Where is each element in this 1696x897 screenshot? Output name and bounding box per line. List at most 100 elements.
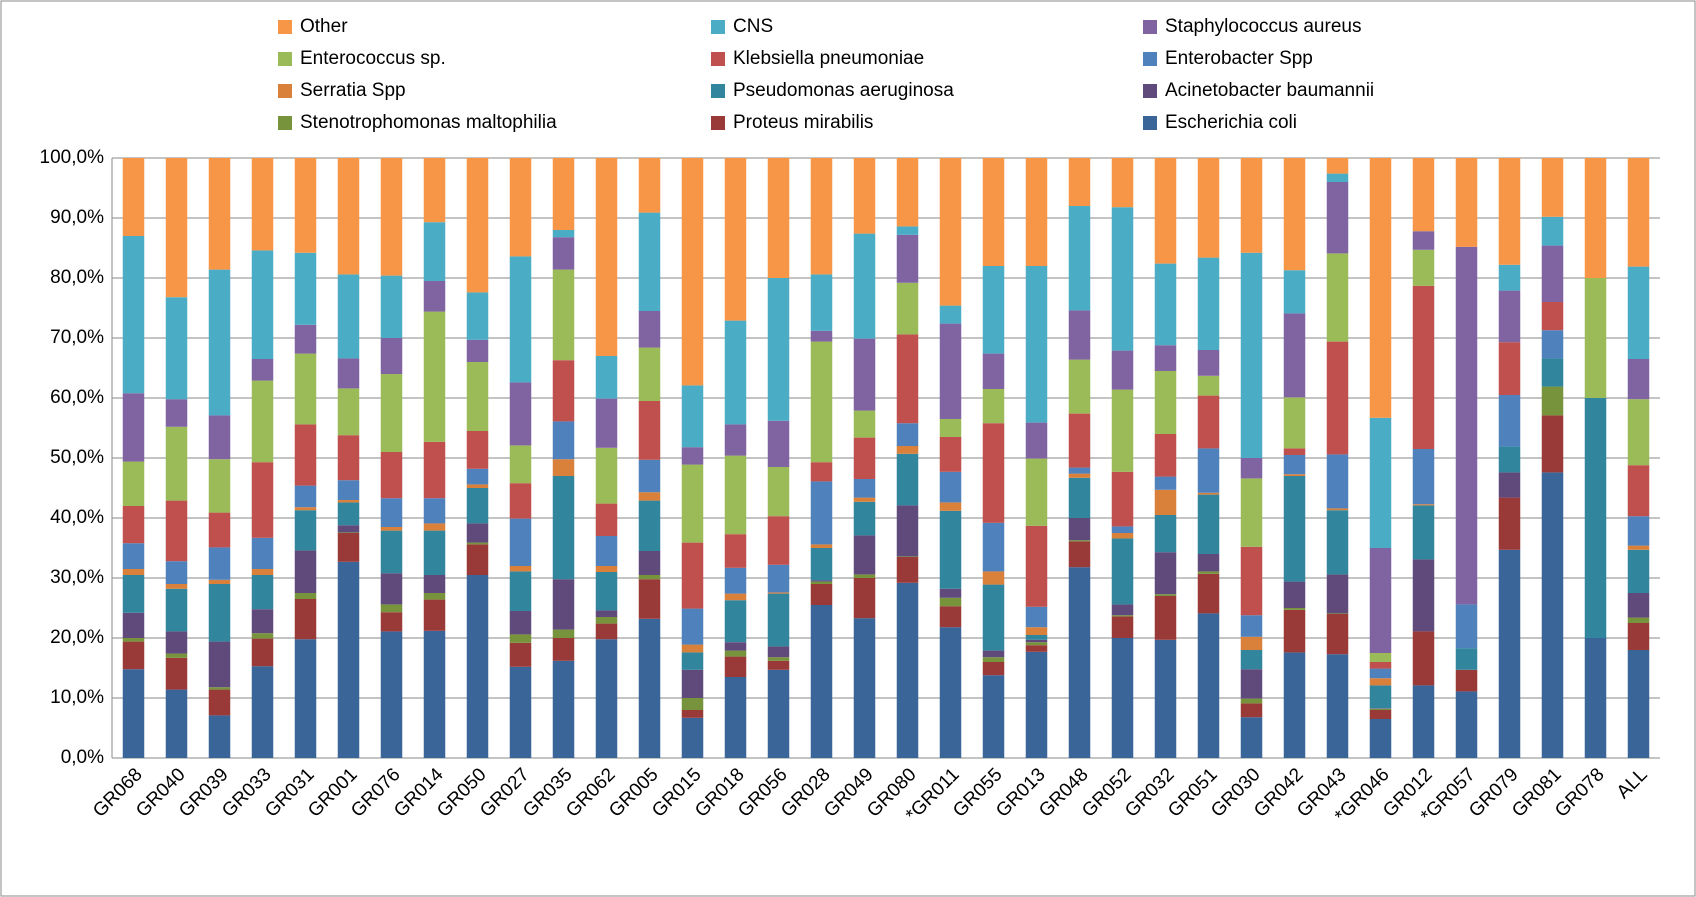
bar-segment <box>810 274 833 331</box>
bar-segment <box>1240 252 1263 458</box>
bar-segment <box>638 459 661 493</box>
bar-segment <box>1068 310 1091 360</box>
bar-segment <box>1541 472 1564 758</box>
bar-segment <box>294 593 317 599</box>
bar-segment <box>810 481 833 545</box>
bar-segment <box>595 639 618 758</box>
bar-segment <box>1326 614 1349 655</box>
bar-segment <box>1498 446 1521 473</box>
bar-segment <box>1154 371 1177 434</box>
bar-segment <box>595 623 618 640</box>
bar-segment <box>423 530 446 575</box>
bar-segment <box>122 236 145 394</box>
bar-segment <box>294 510 317 551</box>
y-tick-label: 70,0% <box>50 327 104 348</box>
bar-segment <box>1326 508 1349 511</box>
bar-segment <box>1627 266 1650 359</box>
bar-segment <box>251 359 274 381</box>
bar-segment <box>294 485 317 508</box>
bar-segment <box>638 492 661 501</box>
bar-segment <box>423 498 446 524</box>
bar-segment <box>1326 654 1349 758</box>
bar-segment <box>767 669 790 758</box>
legend-label: Other <box>300 16 348 37</box>
bar-segment <box>509 611 532 635</box>
y-tick-label: 50,0% <box>50 447 104 468</box>
bar-segment <box>1111 615 1134 617</box>
bar-segment <box>122 543 145 569</box>
bar-segment <box>681 652 704 670</box>
bar-segment <box>466 542 489 545</box>
bar-segment <box>1412 158 1435 232</box>
y-tick-label: 60,0% <box>50 387 104 408</box>
bar-segment <box>294 324 317 354</box>
bar-segment <box>1455 669 1478 692</box>
bar-segment <box>466 484 489 488</box>
bar-segment <box>1369 708 1392 709</box>
bar-segment <box>1283 608 1306 610</box>
legend-swatch <box>1143 84 1157 98</box>
bar-segment <box>380 612 403 632</box>
bar-segment <box>122 669 145 758</box>
bar-segment <box>767 420 790 467</box>
bar-segment <box>1326 158 1349 174</box>
bar-segment <box>896 234 919 283</box>
bar-segment <box>595 572 618 611</box>
bar-segment <box>337 274 360 359</box>
bar-segment <box>896 226 919 235</box>
bar-segment <box>423 575 446 593</box>
bar-segment <box>595 566 618 572</box>
legend-label: Klebsiella pneumoniae <box>733 48 924 69</box>
bar-segment <box>1541 415 1564 473</box>
bar-segment <box>638 311 661 348</box>
bar-segment <box>853 574 876 578</box>
bar-segment <box>1541 158 1564 217</box>
bar-segment <box>423 281 446 312</box>
bar-segment <box>1283 455 1306 475</box>
bar-segment <box>939 471 962 503</box>
bar-segment <box>337 561 360 758</box>
bar-segment <box>380 604 403 613</box>
bar-segment <box>724 534 747 568</box>
bar-segment <box>1068 541 1091 568</box>
bar-segment <box>1025 525 1048 607</box>
bar-segment <box>982 657 1005 662</box>
bar-segment <box>1369 710 1392 719</box>
bar-segment <box>896 557 919 583</box>
bar-segment <box>1369 662 1392 669</box>
bar-segment <box>724 656 747 677</box>
bar-segment <box>122 575 145 613</box>
bar-segment <box>810 580 833 582</box>
bar-segment <box>208 715 231 758</box>
bar-segment <box>1240 650 1263 670</box>
bar-segment <box>165 426 188 501</box>
bar-segment <box>552 629 575 638</box>
bar-segment <box>1240 669 1263 699</box>
bar-segment <box>1369 417 1392 548</box>
bar-segment <box>767 646 790 658</box>
bar-segment <box>337 525 360 533</box>
bar-segment <box>1068 359 1091 414</box>
bar-segment <box>638 500 661 551</box>
y-tick-label: 20,0% <box>50 627 104 648</box>
bar-segment <box>853 338 876 411</box>
bar-segment <box>251 158 274 251</box>
bar-segment <box>208 415 231 460</box>
y-tick-label: 0,0% <box>61 747 104 768</box>
bar-segment <box>380 631 403 758</box>
bar-segment <box>208 584 231 642</box>
bar-segment <box>1068 206 1091 311</box>
bar-segment <box>1154 552 1177 595</box>
bar-segment <box>595 447 618 504</box>
bar-segment <box>1068 473 1091 478</box>
bar-segment <box>1197 613 1220 758</box>
bar-segment <box>509 518 532 566</box>
bar-segment <box>982 650 1005 658</box>
y-tick-label: 90,0% <box>50 207 104 228</box>
bar-segment <box>208 687 231 690</box>
bar-segment <box>337 358 360 389</box>
bar-segment <box>1068 467 1091 474</box>
bar-segment <box>122 506 145 544</box>
bar-segment <box>939 597 962 607</box>
